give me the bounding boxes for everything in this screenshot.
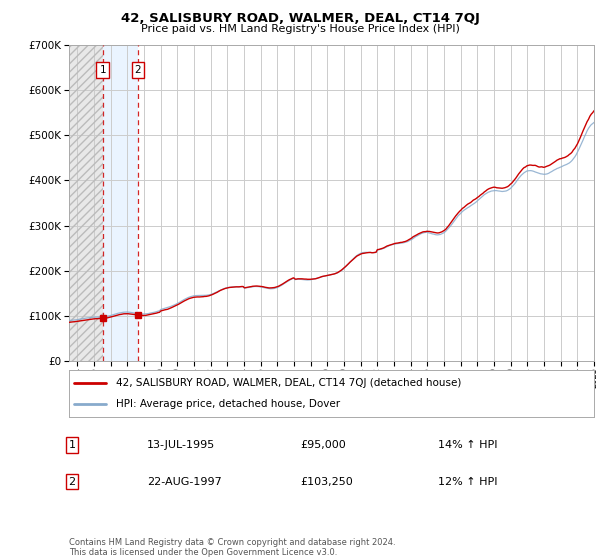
Text: 12% ↑ HPI: 12% ↑ HPI: [438, 477, 497, 487]
Text: 1: 1: [68, 440, 76, 450]
Bar: [69, 45, 103, 361]
Text: 1: 1: [100, 64, 106, 74]
Text: £103,250: £103,250: [300, 477, 353, 487]
Text: Price paid vs. HM Land Registry's House Price Index (HPI): Price paid vs. HM Land Registry's House …: [140, 24, 460, 34]
Text: 42, SALISBURY ROAD, WALMER, DEAL, CT14 7QJ: 42, SALISBURY ROAD, WALMER, DEAL, CT14 7…: [121, 12, 479, 25]
Bar: [103, 45, 138, 361]
Text: 2: 2: [134, 64, 142, 74]
Text: 14% ↑ HPI: 14% ↑ HPI: [438, 440, 497, 450]
Text: 2: 2: [68, 477, 76, 487]
Text: 13-JUL-1995: 13-JUL-1995: [147, 440, 215, 450]
Text: HPI: Average price, detached house, Dover: HPI: Average price, detached house, Dove…: [116, 399, 340, 409]
Text: £95,000: £95,000: [300, 440, 346, 450]
Text: Contains HM Land Registry data © Crown copyright and database right 2024.
This d: Contains HM Land Registry data © Crown c…: [69, 538, 395, 557]
Bar: [69, 45, 103, 361]
Text: 22-AUG-1997: 22-AUG-1997: [147, 477, 222, 487]
Text: 42, SALISBURY ROAD, WALMER, DEAL, CT14 7QJ (detached house): 42, SALISBURY ROAD, WALMER, DEAL, CT14 7…: [116, 378, 461, 388]
